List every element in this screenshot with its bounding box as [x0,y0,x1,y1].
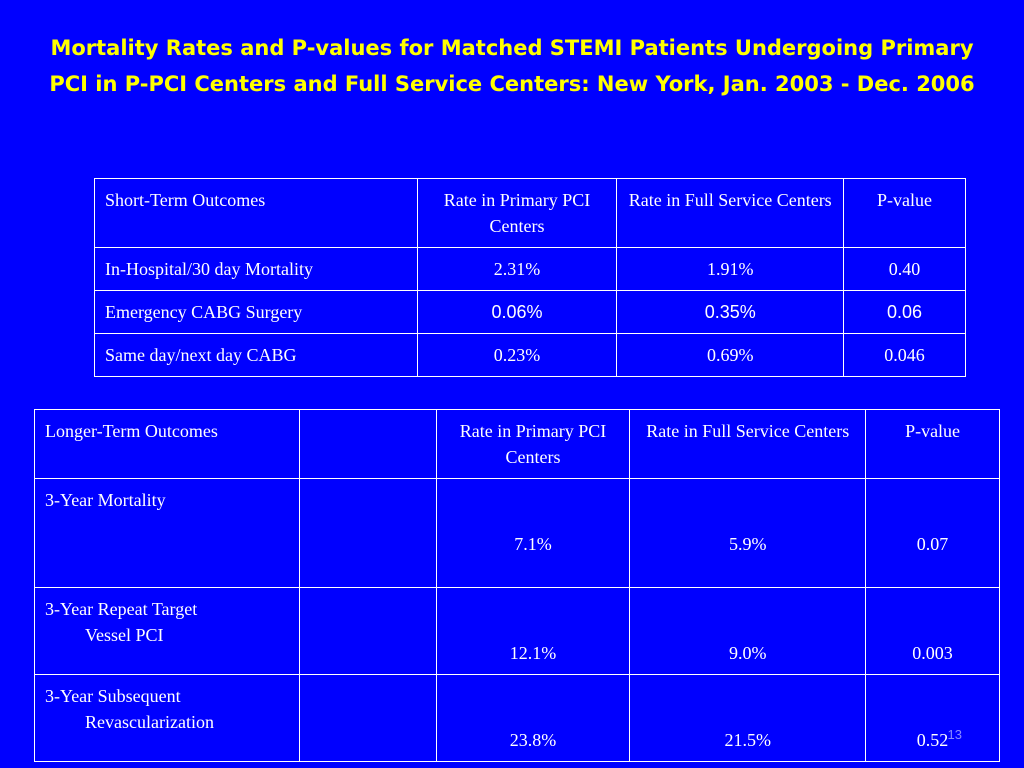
full-rate-cell: 9.0% [629,587,867,675]
table-row: Emergency CABG Surgery 0.06% 0.35% 0.06 [94,290,966,334]
outcome-label-line2: Revascularization [85,712,214,732]
outcome-label: 3-Year Mortality [34,478,300,588]
table-row: 3-Year Subsequent Revascularization 23.8… [34,674,1000,762]
column-header-blank [298,409,437,479]
primary-rate-cell: 23.8% [435,674,631,762]
short-term-outcomes-table: Short-Term Outcomes Rate in Primary PCI … [94,178,966,377]
outcome-label: 3-Year Repeat Target Vessel PCI [34,587,300,675]
slide-title: Mortality Rates and P-values for Matched… [49,36,975,96]
outcome-label-line1: 3-Year Subsequent [45,686,181,706]
outcome-label-line1: 3-Year Repeat Target [45,599,198,619]
column-header-full-rate: Rate in Full Service Centers [629,409,867,479]
blank-cell [298,478,437,588]
p-value-cell: 0.06 [843,290,966,334]
table-row: 3-Year Repeat Target Vessel PCI 12.1% 9.… [34,587,1000,675]
p-value-cell: 0.52 [865,674,1000,762]
full-rate-cell: 0.69% [616,333,845,377]
column-header-primary-rate: Rate in Primary PCI Centers [416,178,618,248]
blank-cell [298,674,437,762]
blank-cell [298,587,437,675]
primary-rate-cell: 7.1% [435,478,631,588]
longer-term-outcomes-table: Longer-Term Outcomes Rate in Primary PCI… [34,409,1000,762]
slide-number: 13 [947,727,962,742]
outcome-label-line1: 3-Year Mortality [45,490,166,510]
outcome-label: Emergency CABG Surgery [94,290,418,334]
table-row: Same day/next day CABG 0.23% 0.69% 0.046 [94,333,966,377]
column-header-full-rate: Rate in Full Service Centers [616,178,845,248]
column-header-outcome: Short-Term Outcomes [94,178,418,248]
primary-rate-cell: 2.31% [416,247,618,291]
table-row: 3-Year Mortality 7.1% 5.9% 0.07 [34,478,1000,588]
primary-rate-cell: 0.06% [416,290,618,334]
p-value-cell: 0.07 [865,478,1000,588]
primary-rate-cell: 0.23% [416,333,618,377]
full-rate-cell: 5.9% [629,478,867,588]
full-rate-cell: 1.91% [616,247,845,291]
outcome-label: 3-Year Subsequent Revascularization [34,674,300,762]
full-rate-cell: 0.35% [616,290,845,334]
column-header-primary-rate: Rate in Primary PCI Centers [435,409,631,479]
column-header-outcome: Longer-Term Outcomes [34,409,300,479]
table-header-row: Longer-Term Outcomes Rate in Primary PCI… [34,409,1000,479]
table-row: In-Hospital/30 day Mortality 2.31% 1.91%… [94,247,966,291]
full-rate-cell: 21.5% [629,674,867,762]
outcome-label-line2: Vessel PCI [85,625,164,645]
primary-rate-cell: 12.1% [435,587,631,675]
p-value-cell: 0.40 [843,247,966,291]
column-header-p-value: P-value [843,178,966,248]
p-value-cell: 0.046 [843,333,966,377]
column-header-p-value: P-value [865,409,1000,479]
p-value-cell: 0.003 [865,587,1000,675]
outcome-label: Same day/next day CABG [94,333,418,377]
outcome-label: In-Hospital/30 day Mortality [94,247,418,291]
table-header-row: Short-Term Outcomes Rate in Primary PCI … [94,178,966,248]
